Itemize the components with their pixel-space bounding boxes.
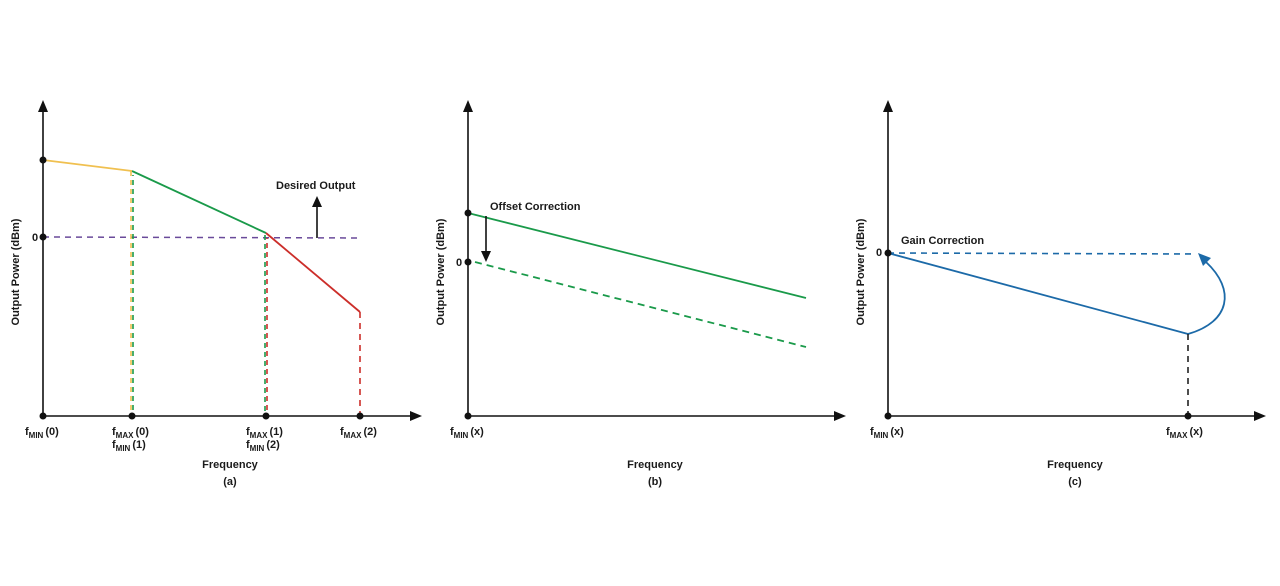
x-axis-arrow-icon <box>1254 411 1266 421</box>
offset-arrow-icon <box>481 251 491 262</box>
origin-dot <box>884 412 892 420</box>
segment-band-1 <box>131 170 267 234</box>
desired-output-arrow-icon <box>312 196 322 207</box>
zero-label: 0 <box>456 257 462 269</box>
segment-band-0 <box>42 159 133 172</box>
tick-label-fmin1: fMIN (1) <box>112 439 146 453</box>
tick-label-fmin-x: fMIN (x) <box>450 426 484 440</box>
zero-label: 0 <box>876 247 882 259</box>
x-axis-arrow-icon <box>410 411 422 421</box>
panel-c: 0 Gain Correction Output Power (dBm) Fre… <box>855 100 1266 488</box>
gain-correction-arrow-icon <box>1198 253 1211 266</box>
panel-caption: (c) <box>1068 476 1082 488</box>
y-axis-label: Output Power (dBm) <box>435 218 447 325</box>
y-axis-arrow-icon <box>463 100 473 112</box>
origin-dot <box>464 412 472 420</box>
zero-reference-line <box>42 236 363 239</box>
zero-label: 0 <box>32 232 38 244</box>
tick-dot-fmax1 <box>262 412 270 420</box>
zero-dot <box>39 233 47 241</box>
panel-b: 0 Offset Correction Output Power (dBm) F… <box>435 100 846 488</box>
tick-label-fmin2: fMIN (2) <box>246 439 280 453</box>
tick-label-fmax1: fMAX (1) <box>246 426 283 440</box>
annotation-offset-correction: Offset Correction <box>490 201 581 213</box>
panel-caption: (a) <box>223 476 237 488</box>
y-axis-arrow-icon <box>883 100 893 112</box>
panel-caption: (b) <box>648 476 662 488</box>
y-intercept-dot <box>39 156 47 164</box>
x-axis-arrow-icon <box>834 411 846 421</box>
x-axis-label: Frequency <box>627 459 684 471</box>
gain-correction-arrow <box>1187 261 1226 335</box>
original-response-line <box>887 252 1189 335</box>
tick-label-fmax-x: fMAX (x) <box>1166 426 1203 440</box>
start-dot <box>464 209 472 217</box>
segment-band-2 <box>265 232 361 313</box>
y-axis-label: Output Power (dBm) <box>10 218 22 325</box>
y-axis-label: Output Power (dBm) <box>855 218 867 325</box>
x-axis-label: Frequency <box>1047 459 1104 471</box>
tick-dot-fmax0 <box>128 412 136 420</box>
origin-dot <box>39 412 47 420</box>
x-axis-label: Frequency <box>202 459 259 471</box>
panel-a: 0 Desired Output Output Power (dBm) Freq… <box>10 100 422 488</box>
tick-label-fmin0: fMIN (0) <box>25 426 59 440</box>
corrected-response-line <box>887 252 1197 255</box>
corrected-response-line <box>474 261 807 348</box>
original-response-line <box>467 212 807 299</box>
tick-dot-fmax-x <box>1184 412 1192 420</box>
annotation-desired-output: Desired Output <box>276 180 356 192</box>
y-axis-arrow-icon <box>38 100 48 112</box>
annotation-gain-correction: Gain Correction <box>901 235 984 247</box>
zero-dot <box>884 249 892 257</box>
tick-dot-fmax2 <box>356 412 364 420</box>
tick-label-fmin-x: fMIN (x) <box>870 426 904 440</box>
tick-label-fmax0: fMAX (0) <box>112 426 149 440</box>
tick-label-fmax2: fMAX (2) <box>340 426 377 440</box>
zero-dot <box>464 258 472 266</box>
